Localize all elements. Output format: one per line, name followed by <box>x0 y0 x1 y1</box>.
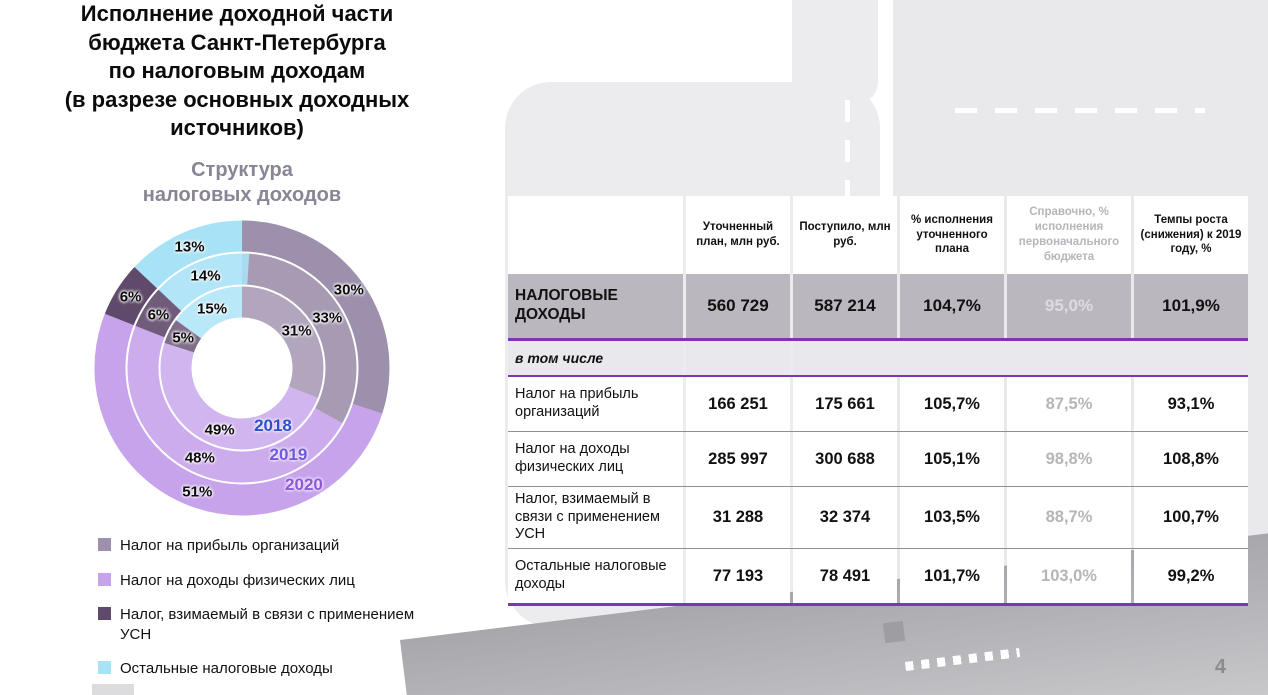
cell-execution-percent: 105,1% <box>900 432 1004 486</box>
bg-road-dashes-horizontal <box>955 108 1205 113</box>
cell-refined-plan: 560 729 <box>686 274 790 338</box>
cell-growth-rate: 100,7% <box>1134 487 1248 549</box>
legend-item-other-taxes: Остальные налоговые доходы <box>98 659 428 679</box>
cell-execution-percent: 101,7% <box>900 549 1004 604</box>
bg-road-column-top <box>792 0 878 104</box>
donut-segment-label-2019-3: 14% <box>190 267 221 285</box>
donut-segment-label-2018-3: 15% <box>197 300 228 318</box>
legend-label: Налог на доходы физических лиц <box>120 571 355 589</box>
donut-segment-label-2019-0: 33% <box>312 309 343 327</box>
donut-chart-title: Структура налоговых доходов <box>142 159 342 206</box>
donut-segment-label-2018-1: 49% <box>204 421 235 439</box>
donut-segment-label-2019-2: 6% <box>147 306 170 324</box>
donut-segment-label-2020-1: 51% <box>182 483 213 501</box>
donut-segment-label-2020-0: 30% <box>333 281 364 299</box>
cell-growth-rate: 99,2% <box>1134 549 1248 604</box>
legend-label: Налог на прибыль организаций <box>120 537 340 554</box>
cell-received: 175 661 <box>793 377 897 431</box>
donut-segment-2019-2 <box>127 253 357 483</box>
subheader-spacer <box>1134 341 1248 375</box>
cell-reference-percent: 88,7% <box>1007 487 1131 549</box>
cell-received: 300 688 <box>793 432 897 486</box>
subheader-spacer <box>686 341 790 375</box>
donut-segment-2020-1 <box>94 220 390 516</box>
legend-swatch-usn-tax <box>98 607 111 620</box>
legend-item-personal-income-tax: Налог на доходы физических лиц <box>98 571 428 591</box>
slide-title: Исполнение доходной части бюджета Санкт-… <box>64 1 410 141</box>
table-header-row: Уточненный план, млн руб. Поступило, млн… <box>508 196 1248 274</box>
legend-swatch-profit-tax <box>98 538 111 551</box>
donut-segment-label-2020-3: 13% <box>174 238 205 256</box>
row-label: Налог, взимаемый в связи с применением У… <box>508 487 683 549</box>
cell-received: 587 214 <box>793 274 897 338</box>
table-row-profit-tax: Налог на прибыль организаций 166 251 175… <box>508 377 1248 432</box>
legend-swatch-personal-income-tax <box>98 572 111 586</box>
table-row-usn-tax: Налог, взимаемый в связи с применением У… <box>508 487 1248 550</box>
row-label: Налог на доходы физических лиц <box>508 432 683 486</box>
donut-segment-label-2018-0: 31% <box>281 322 312 340</box>
donut-chart: 31% 49% 5% 15% 2018 33% 48% 6% 14% 2019 30% 51% 6% 13… <box>92 218 392 518</box>
subheader-spacer <box>1007 341 1131 375</box>
table-header-received: Поступило, млн руб. <box>793 196 897 274</box>
row-label: НАЛОГОВЫЕ ДОХОДЫ <box>508 274 683 338</box>
donut-segment-2018-1 <box>160 286 324 450</box>
donut-segment-label-2019-1: 48% <box>184 449 215 467</box>
donut-year-label-2020: 2020 <box>285 474 323 494</box>
legend-label: Остальные налоговые доходы <box>120 660 333 677</box>
subheader-spacer <box>793 341 897 375</box>
cell-execution-percent: 104,7% <box>900 274 1004 338</box>
cell-growth-rate: 93,1% <box>1134 377 1248 431</box>
cell-reference-percent: 98,8% <box>1007 432 1131 486</box>
cell-reference-percent: 87,5% <box>1007 377 1131 431</box>
legend-label: Налог, взимаемый в связи с применением У… <box>120 606 415 643</box>
row-label: Налог на прибыль организаций <box>508 377 683 431</box>
legend-item-usn-tax: Налог, взимаемый в связи с применением У… <box>98 605 428 644</box>
table-header-refined-plan: Уточненный план, млн руб. <box>686 196 790 274</box>
legend-swatch-other-taxes <box>98 661 111 674</box>
cell-refined-plan: 77 193 <box>686 549 790 604</box>
cell-reference-percent: 103,0% <box>1007 549 1131 604</box>
table-header-reference-percent: Справочно, % исполнения первоначального … <box>1007 196 1131 274</box>
revenue-table: Уточненный план, млн руб. Поступило, млн… <box>508 196 1248 607</box>
donut-segment-2018-3 <box>160 286 324 450</box>
donut-segment-label-2020-2: 6% <box>119 288 142 306</box>
subheader-spacer <box>900 341 1004 375</box>
cell-refined-plan: 31 288 <box>686 487 790 549</box>
donut-segment-label-2018-2: 5% <box>172 329 195 347</box>
table-row-other-taxes: Остальные налоговые доходы 77 193 78 491… <box>508 549 1248 607</box>
donut-year-label-2019: 2019 <box>269 445 308 465</box>
donut-rings-svg <box>94 220 390 516</box>
cell-received: 32 374 <box>793 487 897 549</box>
cell-growth-rate: 101,9% <box>1134 274 1248 338</box>
table-subheader-row: в том числе <box>508 341 1248 377</box>
cell-growth-rate: 108,8% <box>1134 432 1248 486</box>
page-number: 4 <box>1214 656 1226 678</box>
cell-refined-plan: 166 251 <box>686 377 790 431</box>
cell-refined-plan: 285 997 <box>686 432 790 486</box>
cell-execution-percent: 105,7% <box>900 377 1004 431</box>
cell-execution-percent: 103,5% <box>900 487 1004 549</box>
cell-received: 78 491 <box>793 549 897 604</box>
chart-legend: Налог на прибыль организаций Налог на до… <box>98 536 428 679</box>
donut-year-label-2018: 2018 <box>254 416 292 436</box>
table-header-execution-percent: % исполнения уточненного плана <box>900 196 1004 274</box>
legend-item-profit-tax: Налог на прибыль организаций <box>98 536 428 556</box>
table-row-total-tax-revenues: НАЛОГОВЫЕ ДОХОДЫ 560 729 587 214 104,7% … <box>508 274 1248 341</box>
table-header-empty <box>508 196 683 274</box>
subheader-label: в том числе <box>508 341 683 375</box>
row-label: Остальные налоговые доходы <box>508 549 683 604</box>
donut-segment-2019-3 <box>127 253 357 483</box>
table-header-growth-rate: Темпы роста (снижения) к 2019 году, % <box>1134 196 1248 274</box>
bg-corner-chip <box>92 684 134 695</box>
cell-reference-percent: 95,0% <box>1007 274 1131 338</box>
table-row-personal-income-tax: Налог на доходы физических лиц 285 997 3… <box>508 432 1248 487</box>
donut-segment-2020-2 <box>94 220 390 516</box>
